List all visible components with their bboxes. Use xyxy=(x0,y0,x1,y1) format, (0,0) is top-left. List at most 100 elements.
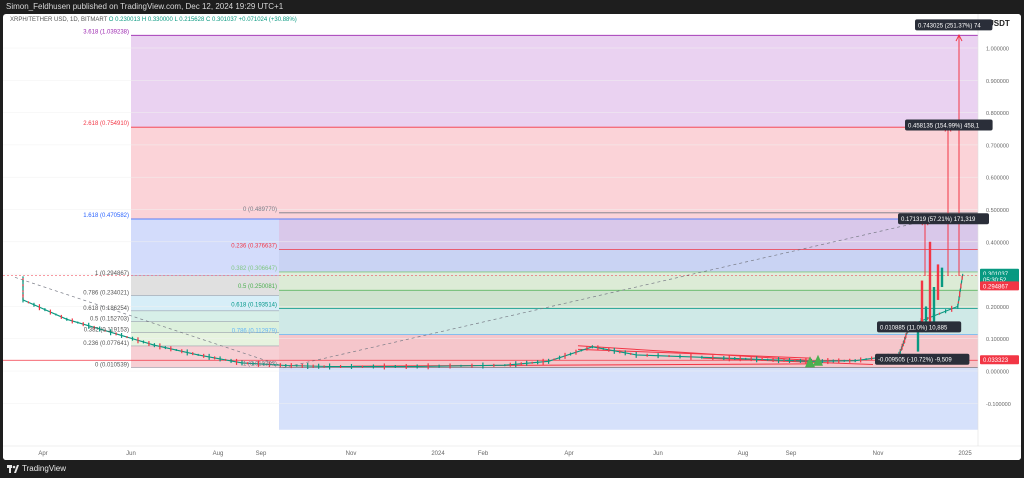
candle xyxy=(902,343,904,347)
candle xyxy=(701,355,703,359)
candle xyxy=(219,356,221,362)
fib-right-label: 3.618 (1.039238) xyxy=(83,29,129,35)
measure-label xyxy=(875,353,970,365)
candle xyxy=(175,349,177,352)
fib-bands xyxy=(3,35,978,430)
y-tick: 0.000000 xyxy=(986,370,1009,376)
fib-left-label: 1 (0.294867) xyxy=(95,271,129,277)
candle xyxy=(230,358,232,363)
candle xyxy=(860,357,862,363)
fib-zone-fill xyxy=(279,290,978,309)
candle xyxy=(372,364,374,369)
x-tick: Nov xyxy=(873,451,884,457)
candle xyxy=(197,353,199,356)
candle xyxy=(301,363,303,368)
candle xyxy=(323,365,325,368)
x-tick: Apr xyxy=(38,451,47,457)
candle xyxy=(33,302,35,307)
candle xyxy=(938,312,941,315)
candle xyxy=(553,358,555,361)
measure-label-text: 0.743025 (251.37%) 74 xyxy=(918,23,981,29)
fib-left-label: 0.618 (0.186254) xyxy=(83,306,129,312)
candle xyxy=(449,363,451,369)
axis-unit: USDT xyxy=(988,19,1010,28)
candle xyxy=(71,318,73,324)
measure-label xyxy=(905,119,993,131)
price-series xyxy=(22,241,964,370)
candle xyxy=(22,297,24,303)
time-axis-bg xyxy=(3,446,1021,460)
candle xyxy=(564,352,566,359)
candle xyxy=(88,322,90,329)
x-tick: Sep xyxy=(256,451,267,457)
x-tick: Jun xyxy=(653,451,663,457)
fib-left-label: 0.5 (0.152703) xyxy=(90,317,129,323)
candle xyxy=(131,336,134,341)
candle xyxy=(580,349,583,352)
candle xyxy=(728,355,730,362)
measure-label-text: 0.171319 (57.21%) 171,319 xyxy=(901,217,976,223)
candle xyxy=(712,355,714,361)
fib-right-label: 0.236 (0.376637) xyxy=(231,243,277,249)
candle xyxy=(548,358,550,364)
chart-frame[interactable]: USDT 1.000000 0.900000 0.800000 0.700000 0.60… xyxy=(3,14,1021,460)
fib-zone-fill xyxy=(279,308,978,335)
candle xyxy=(99,326,101,332)
candle xyxy=(646,353,648,357)
candle xyxy=(940,267,944,288)
candle xyxy=(558,355,561,360)
candle xyxy=(504,364,506,367)
candle xyxy=(60,314,62,319)
candle xyxy=(93,325,95,329)
candle xyxy=(110,329,112,336)
candle xyxy=(591,345,593,349)
candle xyxy=(66,317,68,321)
candle xyxy=(657,353,659,359)
candle xyxy=(192,352,194,356)
candle xyxy=(805,358,807,365)
candle xyxy=(537,360,539,365)
candle xyxy=(799,358,802,363)
candle xyxy=(312,364,314,368)
y-tick: 0.200000 xyxy=(986,305,1009,311)
candle xyxy=(597,345,599,351)
candle xyxy=(142,340,145,344)
symbol-info: XRPH/TETHER USD, 1D, BITMART O 0.230013 … xyxy=(10,17,297,23)
x-tick: Sep xyxy=(786,451,797,457)
candle xyxy=(394,364,396,368)
candle xyxy=(38,304,41,311)
candle xyxy=(55,313,57,316)
x-tick: 2025 xyxy=(958,451,972,457)
candle xyxy=(416,364,418,369)
candle xyxy=(115,332,117,336)
fib-zone-fill xyxy=(131,219,279,276)
candle xyxy=(164,346,166,350)
candle xyxy=(624,350,626,356)
candle xyxy=(586,346,588,351)
candle xyxy=(951,305,953,312)
candle xyxy=(905,332,908,335)
candle xyxy=(608,347,610,352)
candle xyxy=(350,363,353,369)
candle xyxy=(170,346,172,352)
candle xyxy=(181,349,183,354)
candle xyxy=(960,280,963,283)
candle xyxy=(957,303,959,309)
tradingview-logo-icon[interactable] xyxy=(7,465,19,473)
candle xyxy=(900,346,903,351)
y-tick: 1.000000 xyxy=(986,47,1009,53)
x-tick: Aug xyxy=(213,451,224,457)
candle xyxy=(739,356,741,362)
measure-annotations: 0.743025 (251.37%) 74 0.458135 (154.99%) … xyxy=(875,19,993,365)
candle xyxy=(531,361,533,364)
candle xyxy=(159,343,161,350)
candle xyxy=(241,360,243,366)
measure-label xyxy=(877,321,962,333)
chart-svg[interactable]: USDT 1.000000 0.900000 0.800000 0.700000 0.60… xyxy=(3,14,1021,460)
candle xyxy=(619,350,621,354)
price-label xyxy=(980,355,1019,365)
candle xyxy=(427,363,429,370)
candle xyxy=(777,357,780,364)
candle xyxy=(493,363,495,367)
measure-label xyxy=(898,213,989,225)
